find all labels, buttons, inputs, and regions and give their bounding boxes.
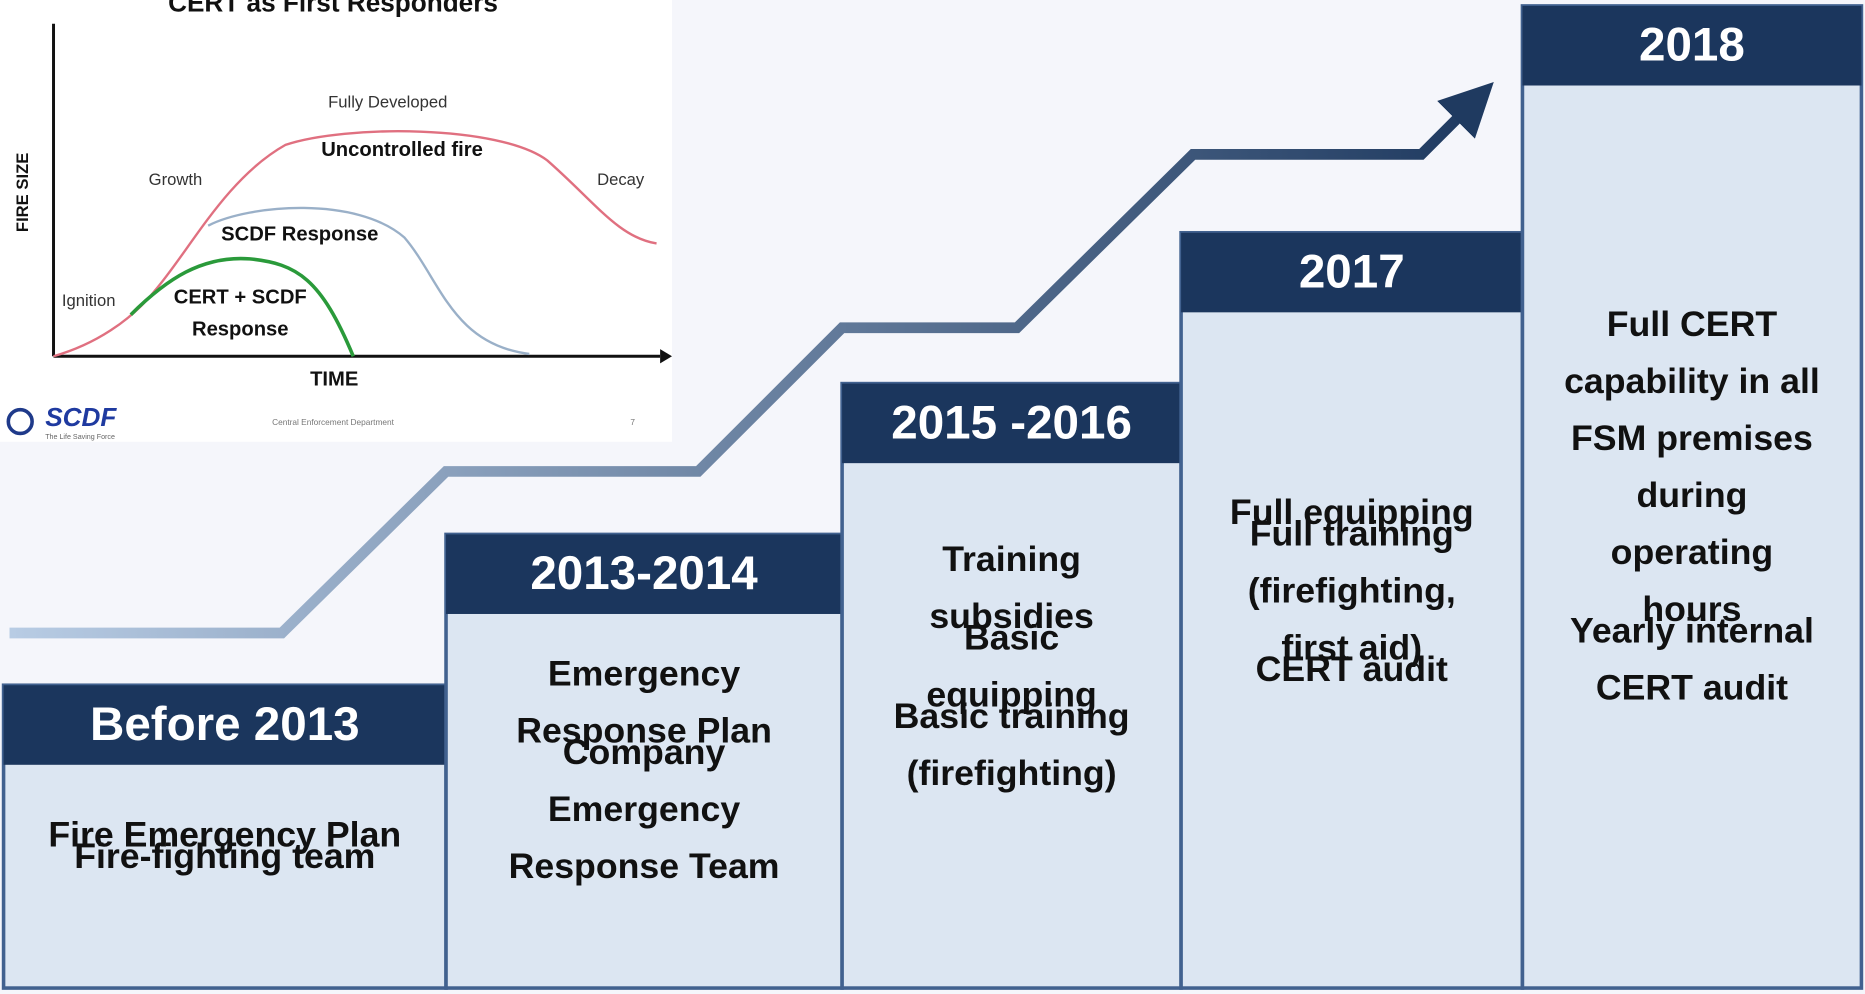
x-axis-label: TIME [310,368,358,390]
label: SCDF Response [221,223,378,245]
step-item: (firefighting, [1248,571,1456,611]
step-item: Company [563,732,726,772]
step-item: operating [1611,532,1774,572]
step-item: Basic [964,618,1059,658]
step-item: Full CERT [1607,304,1778,344]
label: Response [192,318,289,340]
step-item: Fire-fighting team [74,836,375,876]
step-title: 2018 [1639,19,1745,72]
step-item: during [1636,475,1747,515]
step-item: (firefighting) [907,753,1117,793]
inset-title: CERT as First Responders [168,0,498,18]
step-item: CERT audit [1256,649,1448,689]
step-title: 2015 -2016 [891,396,1132,449]
label: Fully Developed [328,93,447,112]
footer: Central Enforcement Department [272,417,395,427]
label: CERT + SCDF [174,286,307,308]
label: Uncontrolled fire [321,139,483,161]
step-item: Response Team [509,846,780,886]
page-number: 7 [630,417,635,427]
y-axis-label: FIRE SIZE [13,153,32,232]
inset-chart: CERT as First Responders FIRE SIZE TIME … [0,0,672,442]
step-item: FSM premises [1571,418,1813,458]
step-item: Full training [1250,514,1454,554]
step-item: Yearly internal [1570,610,1814,650]
logo-tagline: The Life Saving Force [45,433,115,441]
step-item: Training [942,539,1081,579]
step-item: capability in all [1564,361,1820,401]
step-item: Emergency [548,654,740,694]
label: Ignition [62,291,116,310]
step-item: Basic training [894,696,1130,736]
label: Decay [597,170,645,189]
step-title: Before 2013 [90,698,360,751]
logo: SCDF [45,402,117,432]
step-item: Emergency [548,789,740,829]
label: Growth [149,170,203,189]
slide: CERT as First Responders FIRE SIZE TIME … [0,0,1865,994]
step-title: 2017 [1299,246,1405,299]
step-title: 2013-2014 [530,547,758,600]
step-item: CERT audit [1596,667,1788,707]
